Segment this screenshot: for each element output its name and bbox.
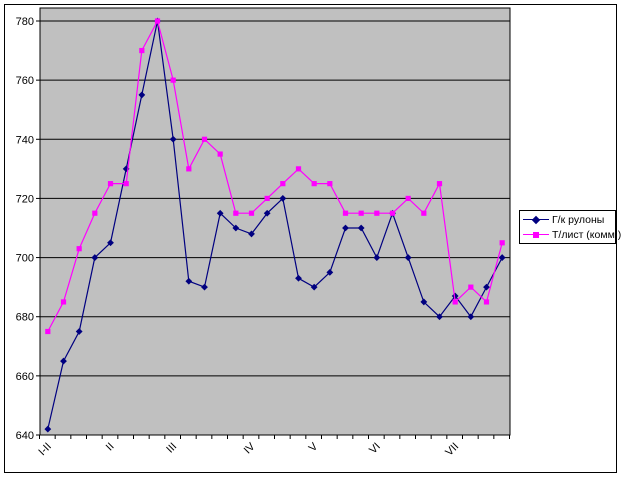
y-axis-label-660: 660 — [16, 371, 34, 383]
marker-square-1-25 — [436, 181, 443, 187]
x-axis-label-VII: VII — [443, 441, 461, 459]
marker-square-1-5 — [123, 181, 129, 187]
marker-square-1-19 — [342, 210, 349, 216]
y-axis-label-720: 720 — [16, 193, 34, 205]
marker-square-1-15 — [280, 181, 286, 187]
marker-square-1-16 — [295, 166, 302, 172]
marker-diamond-0-19 — [342, 224, 349, 232]
marker-diamond-0-27 — [467, 313, 475, 321]
marker-diamond-0-5 — [122, 165, 130, 173]
marker-diamond-0-24 — [420, 298, 428, 306]
marker-square-1-14 — [264, 195, 270, 202]
marker-diamond-0-15 — [279, 195, 287, 202]
marker-diamond-0-14 — [263, 209, 271, 217]
marker-diamond-0-6 — [138, 91, 146, 99]
marker-square-1-18 — [327, 181, 333, 187]
marker-square-1-29 — [499, 240, 505, 246]
marker-square-1-1 — [60, 299, 67, 305]
marker-diamond-0-28 — [483, 283, 490, 291]
marker-diamond-0-17 — [310, 283, 318, 291]
marker-square-1-2 — [76, 246, 82, 252]
marker-diamond-0-21 — [373, 254, 381, 261]
plot-area — [39, 7, 511, 436]
marker-diamond-0-10 — [201, 283, 208, 291]
y-axis-label-780: 780 — [16, 16, 34, 28]
x-axis-label-VI: VI — [367, 441, 383, 457]
square-marker-icon — [533, 231, 539, 238]
legend-label-t-list: Т/лист (комм.) — [552, 228, 622, 241]
marker-square-1-4 — [107, 181, 114, 187]
legend: Г/к рулоны Т/лист (комм.) — [519, 210, 621, 244]
marker-square-1-11 — [217, 151, 223, 157]
x-axis-label-V: V — [307, 440, 321, 454]
marker-square-1-22 — [389, 210, 396, 216]
x-axis-label-II: II — [104, 441, 117, 454]
diamond-marker-icon — [531, 215, 541, 224]
marker-diamond-0-13 — [248, 230, 255, 238]
marker-square-1-9 — [186, 166, 192, 172]
y-axis-label-700: 700 — [16, 253, 34, 265]
marker-diamond-0-26 — [451, 292, 459, 300]
legend-swatch-hk-rulony — [523, 215, 549, 225]
y-axis-label-760: 760 — [16, 75, 34, 87]
y-axis-label-740: 740 — [16, 134, 34, 146]
y-axis-label-680: 680 — [16, 312, 34, 324]
marker-square-1-17 — [311, 181, 317, 187]
marker-diamond-0-8 — [169, 135, 177, 143]
marker-square-1-20 — [358, 210, 364, 216]
marker-diamond-0-12 — [232, 224, 240, 232]
x-axis-label-III: III — [164, 441, 179, 456]
marker-diamond-0-1 — [60, 357, 67, 365]
marker-diamond-0-2 — [75, 328, 83, 335]
y-axis-label-640: 640 — [16, 430, 34, 442]
legend-item-hk-rulony: Г/к рулоны — [523, 213, 612, 227]
marker-diamond-0-20 — [357, 224, 365, 232]
marker-square-1-6 — [139, 47, 145, 54]
marker-square-1-0 — [45, 328, 51, 335]
marker-diamond-0-29 — [498, 254, 506, 261]
marker-square-1-10 — [201, 136, 208, 142]
marker-diamond-0-3 — [91, 254, 99, 261]
legend-swatch-t-list — [523, 230, 549, 240]
marker-square-1-27 — [468, 284, 474, 290]
marker-diamond-0-23 — [404, 254, 412, 261]
marker-diamond-0-25 — [436, 313, 443, 321]
marker-square-1-12 — [233, 210, 239, 216]
chart-outer-border — [4, 4, 617, 473]
marker-square-1-3 — [92, 210, 98, 216]
marker-square-1-24 — [421, 210, 427, 216]
marker-square-1-23 — [405, 195, 411, 202]
marker-diamond-0-9 — [185, 277, 193, 285]
marker-diamond-0-4 — [107, 239, 114, 247]
marker-square-1-26 — [452, 299, 458, 305]
marker-diamond-0-18 — [326, 268, 334, 276]
marker-square-1-8 — [170, 77, 176, 83]
marker-square-1-21 — [374, 210, 380, 216]
legend-label-hk-rulony: Г/к рулоны — [552, 213, 605, 226]
x-axis-label-IV: IV — [242, 440, 258, 456]
marker-square-1-7 — [154, 18, 161, 24]
marker-square-1-13 — [248, 210, 255, 216]
marker-diamond-0-11 — [216, 209, 224, 217]
x-axis-label-I-II: I-II — [36, 441, 54, 459]
marker-square-1-28 — [483, 299, 490, 305]
legend-item-t-list: Т/лист (комм.) — [523, 228, 621, 242]
marker-diamond-0-16 — [295, 274, 302, 282]
marker-diamond-0-0 — [44, 425, 52, 433]
